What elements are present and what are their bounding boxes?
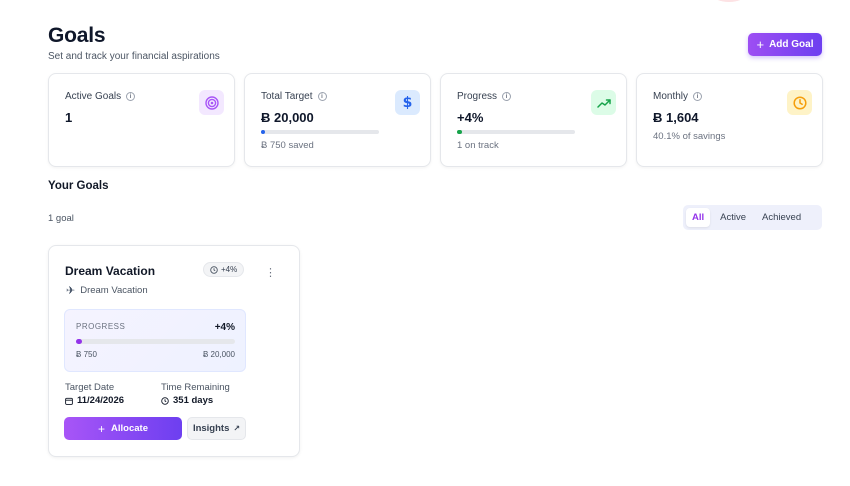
target-date: 11/24/2026 [65, 395, 124, 406]
tab-all[interactable]: All [686, 208, 711, 227]
add-goal-button[interactable]: + Add Goal [748, 33, 822, 56]
target-date-label: Target Date [65, 382, 115, 393]
progress-label: PROGRESS [76, 322, 126, 331]
decorative-blob [712, 0, 746, 2]
goal-status-badge: +4% [203, 262, 245, 277]
clock-icon [210, 265, 218, 274]
goal-progress-bar [76, 339, 235, 344]
allocate-label: Allocate [111, 423, 148, 434]
goal-count: 1 goal [48, 213, 74, 224]
goal-category: ✈ Dream Vacation [66, 284, 148, 297]
currency-symbol: Ƀ [76, 350, 82, 359]
calendar-icon [65, 397, 73, 405]
saved-amount: Ƀ 750 [76, 350, 97, 359]
clock-icon [161, 396, 169, 405]
stat-value: 1 [65, 110, 73, 125]
time-remaining-label: Time Remaining [161, 382, 230, 393]
progress-fill [457, 130, 462, 134]
stat-card-active-goals: Active Goals i 1 [48, 73, 235, 167]
insights-button[interactable]: Insights ↗ [187, 417, 246, 440]
plus-icon: + [756, 37, 765, 52]
target-progress-bar [261, 130, 379, 134]
goal-card: Dream Vacation +4% ⋮ ✈ Dream Vacation PR… [48, 245, 300, 457]
info-icon[interactable]: i [317, 92, 327, 101]
airplane-icon: ✈ [66, 284, 76, 297]
saved-value: 750 [83, 350, 97, 359]
page-subtitle: Set and track your financial aspirations [48, 51, 220, 62]
trending-up-icon [591, 90, 616, 115]
time-remaining: 351 days [161, 395, 213, 406]
dollar-icon: $ [395, 90, 420, 115]
category-label: Dream Vacation [80, 285, 148, 296]
time-remaining-value: 351 days [173, 395, 214, 406]
target-value: 20,000 [210, 350, 235, 359]
stat-value: +4% [457, 110, 484, 125]
stat-card-monthly: Monthly i Ƀ 1,604 40.1% of savings [636, 73, 823, 167]
add-goal-label: Add Goal [769, 39, 814, 50]
stat-label-wrap: Monthly i [653, 91, 703, 102]
stat-label-wrap: Active Goals i [65, 91, 136, 102]
page-title: Goals [48, 24, 106, 47]
stat-label: Progress [457, 91, 498, 102]
stat-label: Monthly [653, 91, 689, 102]
goal-filter-tabs: All Active Achieved [683, 205, 822, 230]
stat-label-wrap: Progress i [457, 91, 512, 102]
stat-label: Total Target [261, 91, 313, 102]
section-title: Your Goals [48, 180, 109, 192]
goal-name: Dream Vacation [65, 264, 156, 278]
currency-symbol: Ƀ [202, 350, 209, 359]
stat-value: Ƀ 1,604 [653, 110, 699, 125]
clock-icon [787, 90, 812, 115]
target-icon [199, 90, 224, 115]
progress-bar [457, 130, 575, 134]
tab-achieved[interactable]: Achieved [762, 212, 802, 223]
stat-label-wrap: Total Target i [261, 91, 327, 102]
progress-percent: +4% [214, 322, 235, 333]
stat-subtext: Ƀ 750 saved [261, 140, 314, 151]
plus-icon: + [98, 421, 106, 436]
target-amount: Ƀ 20,000 [203, 350, 235, 359]
stat-subtext: 1 on track [457, 140, 499, 151]
info-icon[interactable]: i [502, 92, 512, 101]
badge-text: +4% [221, 265, 238, 274]
target-date-value: 11/24/2026 [77, 395, 125, 406]
tab-active[interactable]: Active [720, 212, 747, 223]
info-icon[interactable]: i [693, 92, 703, 101]
stat-label: Active Goals [65, 91, 122, 102]
allocate-button[interactable]: + Allocate [64, 417, 182, 440]
more-options-icon[interactable]: ⋮ [265, 267, 276, 279]
info-icon[interactable]: i [126, 92, 136, 101]
goal-progress-panel: PROGRESS +4% Ƀ 750 Ƀ 20,000 [64, 309, 246, 372]
insights-label: Insights [192, 423, 230, 434]
stat-card-progress: Progress i +4% 1 on track [440, 73, 627, 167]
stat-value: Ƀ 20,000 [261, 110, 314, 125]
progress-fill [261, 130, 266, 134]
progress-fill [76, 339, 82, 344]
external-arrow-icon: ↗ [233, 424, 241, 433]
stat-card-total-target: Total Target i Ƀ 20,000 $ Ƀ 750 saved [244, 73, 431, 167]
stat-subtext: 40.1% of savings [653, 131, 726, 142]
